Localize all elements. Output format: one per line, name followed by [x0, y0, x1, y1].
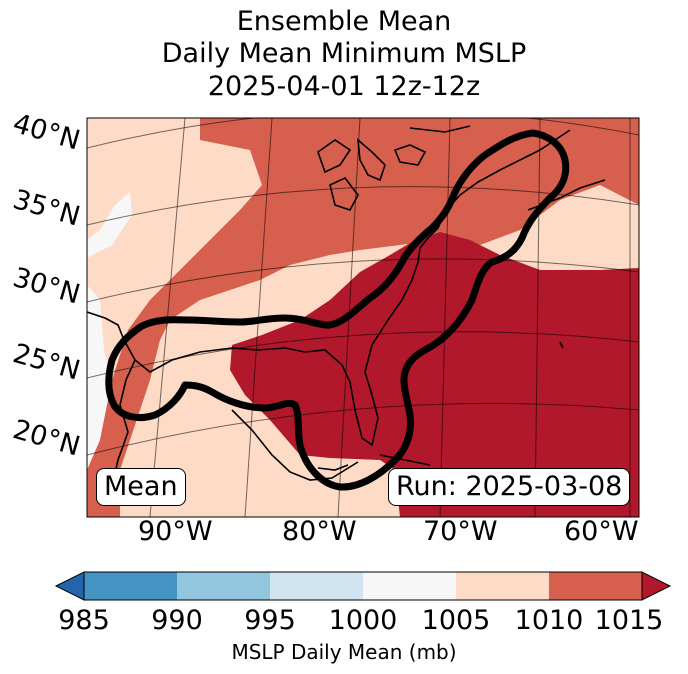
title-line-2: Daily Mean Minimum MSLP	[161, 38, 527, 69]
title-line-1: Ensemble Mean	[236, 6, 452, 37]
colorbar-tick-990: 990	[151, 605, 203, 636]
colorbar-tick-1000: 1000	[328, 605, 398, 636]
colorbar-tick-995: 995	[244, 605, 296, 636]
colorbar-tick-1005: 1005	[421, 605, 491, 636]
colorbar-bin-1005-1010	[456, 572, 550, 600]
title-line-3: 2025-04-01 12z-12z	[207, 71, 481, 102]
colorbar-bin-990-995	[177, 572, 271, 600]
mean-badge: Mean	[96, 468, 186, 506]
colorbar-frame	[83, 571, 643, 601]
colorbar-tick-985: 985	[58, 605, 110, 636]
pressure-field-1010-1015	[87, 118, 639, 517]
colorbar-bin-995-1000	[270, 572, 364, 600]
map-frame	[86, 117, 640, 518]
pressure-field-above-1015	[230, 232, 639, 517]
colorbar-tick-1015: 1015	[594, 605, 664, 636]
colorbar-bins	[84, 572, 643, 600]
colorbar-bin-985-990	[84, 572, 178, 600]
colorbar-under-arrow	[54, 571, 85, 601]
colorbar-bin-1010-1015	[549, 572, 643, 600]
lon-label-60w: 60°W	[564, 516, 639, 547]
pressure-field-1000-1005-north	[87, 192, 132, 258]
pressure-field-1000-1005-west	[87, 285, 112, 470]
lon-label-90w: 90°W	[138, 516, 213, 547]
lon-label-70w: 70°W	[423, 516, 498, 547]
mean-contour	[105, 129, 570, 491]
colorbar-tick-1010: 1010	[514, 605, 584, 636]
colorbar-label: MSLP Daily Mean (mb)	[231, 640, 457, 664]
colorbar-bin-1000-1005	[363, 572, 457, 600]
lon-label-80w: 80°W	[282, 516, 357, 547]
colorbar-over-arrow	[641, 571, 672, 601]
run-date-badge: Run: 2025-03-08	[388, 468, 631, 506]
